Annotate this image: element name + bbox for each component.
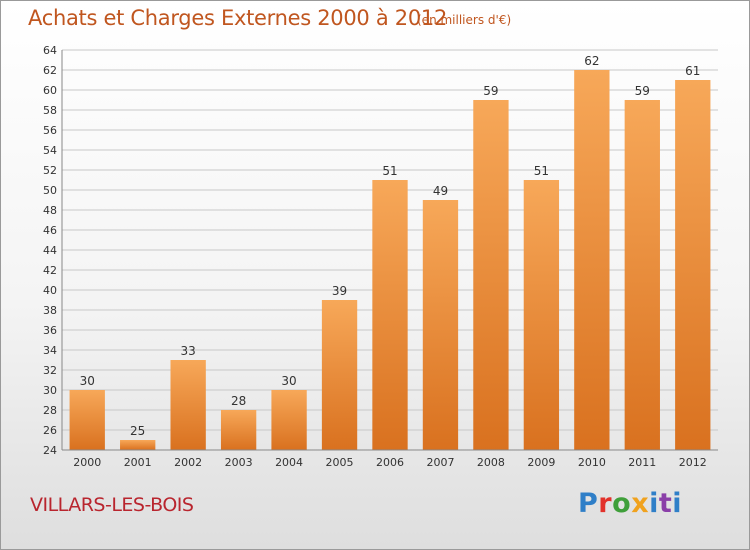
chart-unit: (en milliers d'€) [417,13,512,27]
y-tick-label: 28 [43,404,57,417]
y-tick-label: 54 [43,144,57,157]
x-tick-label: 2012 [679,456,707,469]
bar-value-label: 28 [231,394,246,408]
chart-title: Achats et Charges Externes 2000 à 2012 [28,6,448,30]
bar-2001 [120,440,156,450]
town-name: VILLARS-LES-BOIS [30,494,194,516]
bar-2006 [372,180,408,450]
bar-2000 [69,390,105,450]
x-tick-label: 2006 [376,456,404,469]
bar-value-label: 59 [635,84,650,98]
y-tick-label: 46 [43,224,57,237]
bar-value-label: 39 [332,284,347,298]
x-tick-label: 2003 [225,456,253,469]
y-tick-label: 36 [43,324,57,337]
bar-2009 [523,180,560,450]
x-tick-label: 2008 [477,456,505,469]
bar-value-label: 33 [181,344,196,358]
bar-2008 [473,100,509,450]
y-tick-label: 38 [43,304,57,317]
y-tick-label: 64 [43,44,57,57]
x-tick-label: 2007 [426,456,454,469]
bar-2004 [271,390,307,450]
y-tick-label: 42 [43,264,57,277]
logo-letter: i [649,488,659,519]
logo-letter: r [598,488,613,519]
y-tick-label: 56 [43,124,57,137]
y-tick-label: 44 [43,244,57,257]
y-tick-label: 58 [43,104,57,117]
y-tick-label: 60 [43,84,57,97]
y-axis-ticks: 24 26 28 30 32 34 36 38 40 42 44 46 48 50 52 54 56 58 60 62… [43,44,57,457]
bar-value-label: 51 [382,164,397,178]
bar-2002 [170,360,206,450]
bar-2005 [321,300,358,450]
x-tick-label: 2001 [124,456,152,469]
y-tick-label: 26 [43,424,57,437]
logo-letter: P [578,488,599,519]
bar-2007 [422,200,459,450]
x-axis-ticks: 2000 2001 2002 2003 2004 2005 2006 2007 2008 2009… [73,456,707,469]
y-tick-label: 32 [43,364,57,377]
x-tick-label: 2011 [628,456,656,469]
bars: 30 25 33 28 30 39 51 49 59 51 62 59 61 [69,54,711,450]
bar-value-label: 30 [80,374,95,388]
bar-2003 [220,410,257,450]
bar-value-label: 62 [584,54,599,68]
x-tick-label: 2000 [73,456,101,469]
logo-letter: i [672,488,683,519]
y-tick-label: 62 [43,64,57,77]
bar-2010 [574,70,610,450]
logo-letter: o [612,488,632,519]
bar-value-label: 61 [685,64,700,78]
y-tick-label: 40 [43,284,57,297]
bar-value-label: 59 [483,84,498,98]
y-tick-label: 30 [43,384,57,397]
bar-value-label: 30 [281,374,296,388]
y-tick-label: 24 [43,444,57,457]
bar-value-label: 51 [534,164,549,178]
y-tick-label: 50 [43,184,57,197]
logo-letter: x [631,488,650,519]
bar-value-label: 49 [433,184,448,198]
x-tick-label: 2004 [275,456,303,469]
x-tick-label: 2009 [527,456,555,469]
y-tick-label: 34 [43,344,57,357]
x-tick-label: 2010 [578,456,606,469]
x-tick-label: 2005 [326,456,354,469]
bar-2012 [675,80,711,450]
y-tick-label: 48 [43,204,57,217]
bar-2011 [624,100,660,450]
proxiti-logo: Proxiti [578,488,682,519]
bar-value-label: 25 [130,424,145,438]
y-tick-label: 52 [43,164,57,177]
logo-letter: t [658,488,673,519]
x-tick-label: 2002 [174,456,202,469]
